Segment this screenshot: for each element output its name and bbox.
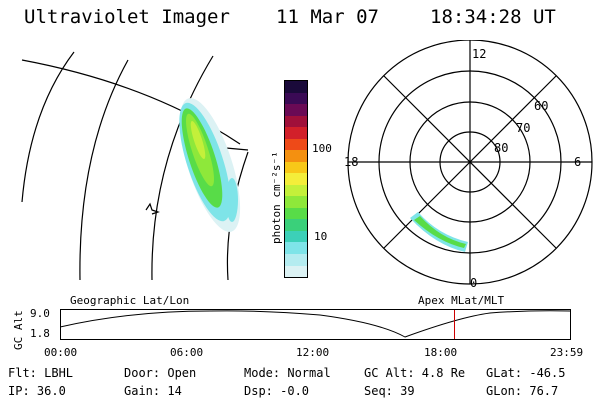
colorbar-band [285, 104, 307, 116]
altitude-xtick-1800: 18:00 [424, 346, 458, 359]
date-label: 11 Mar 07 [276, 6, 379, 28]
colorbar-band [285, 161, 307, 174]
status-door: Door: Open [124, 366, 197, 380]
altitude-xtick-0600: 06:00 [170, 346, 204, 359]
status-ip: IP: 36.0 [8, 384, 66, 398]
colorbar-band [285, 242, 307, 254]
instrument-title: Ultraviolet Imager [24, 6, 230, 28]
colorbar-band [285, 81, 307, 93]
colorbar-band [285, 265, 307, 278]
aurora-oval-segment [410, 212, 468, 252]
longitude-line [151, 55, 214, 281]
mlt-label-18: 18 [344, 155, 358, 169]
altitude-ylabel: GC Alt [12, 310, 25, 350]
aurora-emission [179, 98, 241, 232]
colorbar-band [285, 196, 307, 208]
mlat-label-60: 60 [534, 99, 548, 113]
geo-panel-label: Geographic Lat/Lon [70, 294, 190, 307]
time-label: 18:34:28 UT [430, 6, 556, 28]
colorbar-band [285, 127, 307, 139]
status-dsp: Dsp: -0.0 [244, 384, 310, 398]
status-seq: Seq: 39 [364, 384, 415, 398]
colorbar-band [285, 230, 307, 243]
colorbar-tick-100: 100 [312, 142, 332, 155]
colorbar-tick-10: 10 [314, 230, 328, 243]
status-gain: Gain: 14 [124, 384, 182, 398]
status-flt: Flt: LBHL [8, 366, 74, 380]
colorbar-band [285, 150, 307, 162]
altitude-xtick-1200: 12:00 [296, 346, 330, 359]
status-gc-alt: GC Alt: 4.8 Re [364, 366, 466, 380]
mlat-label-80: 80 [494, 141, 508, 155]
polar-plot: 12 18 6 0 60 70 80 [344, 40, 593, 290]
colorbar-band [285, 207, 307, 220]
colorbar-band [285, 115, 307, 128]
altitude-plot [60, 309, 571, 340]
longitude-line [21, 51, 75, 203]
altitude-plot-frame [60, 309, 571, 340]
colorbar-label: photon cm⁻²s⁻¹ [270, 151, 283, 244]
colorbar-band [285, 184, 307, 197]
geographic-map [21, 51, 249, 281]
mlt-label-0: 0 [470, 276, 477, 290]
altitude-xtick-2359: 23:59 [550, 346, 584, 359]
colorbar [284, 80, 308, 278]
colorbar-band [285, 92, 307, 105]
polar-panel-label: Apex MLat/MLT [418, 294, 505, 307]
status-glon: GLon: 76.7 [486, 384, 559, 398]
colorbar-band [285, 173, 307, 185]
altitude-xtick-0000: 00:00 [44, 346, 78, 359]
status-mode: Mode: Normal [244, 366, 331, 380]
mlt-label-6: 6 [574, 155, 581, 169]
altitude-ytick-1.8: 1.8 [30, 327, 50, 340]
colorbar-band [285, 253, 307, 266]
longitude-line [79, 59, 129, 281]
mlat-label-70: 70 [516, 121, 530, 135]
mlt-label-12: 12 [472, 47, 486, 61]
colorbar-band [285, 219, 307, 231]
altitude-ytick-9: 9.0 [30, 307, 50, 320]
colorbar-band [285, 138, 307, 151]
altitude-curve [60, 310, 571, 338]
status-glat: GLat: -46.5 [486, 366, 566, 380]
coastline [145, 202, 160, 215]
